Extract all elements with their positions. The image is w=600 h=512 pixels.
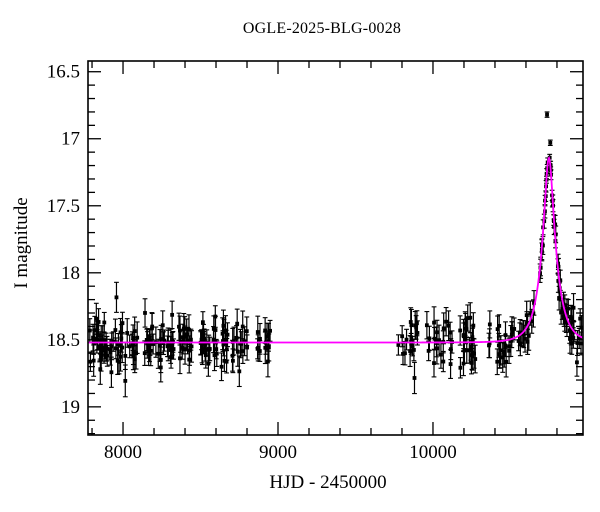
y-tick-label: 17.5 (47, 196, 80, 217)
x-tick-label: 8000 (104, 442, 142, 463)
plot-title: OGLE-2025-BLG-0028 (242, 20, 402, 37)
y-tick-label: 17 (61, 129, 80, 150)
x-tick-label: 10000 (409, 442, 457, 463)
peak-data-points (544, 111, 553, 147)
y-tick-label: 19 (61, 397, 80, 418)
y-tick-label: 18.5 (47, 330, 80, 351)
photometry-points (87, 153, 584, 398)
y-tick-label: 18 (61, 263, 80, 284)
tick-labels: 8000 9000 10000 16.5 17 17.5 18 18.5 19 (47, 62, 457, 463)
plot-frame (87, 60, 584, 436)
model-curve (88, 156, 584, 344)
x-axis-label: HJD - 2450000 (269, 472, 387, 493)
y-axis-label: I magnitude (11, 197, 32, 289)
y-tick-label: 16.5 (47, 62, 80, 83)
x-tick-label: 9000 (259, 442, 297, 463)
axis-ticks (88, 61, 583, 435)
